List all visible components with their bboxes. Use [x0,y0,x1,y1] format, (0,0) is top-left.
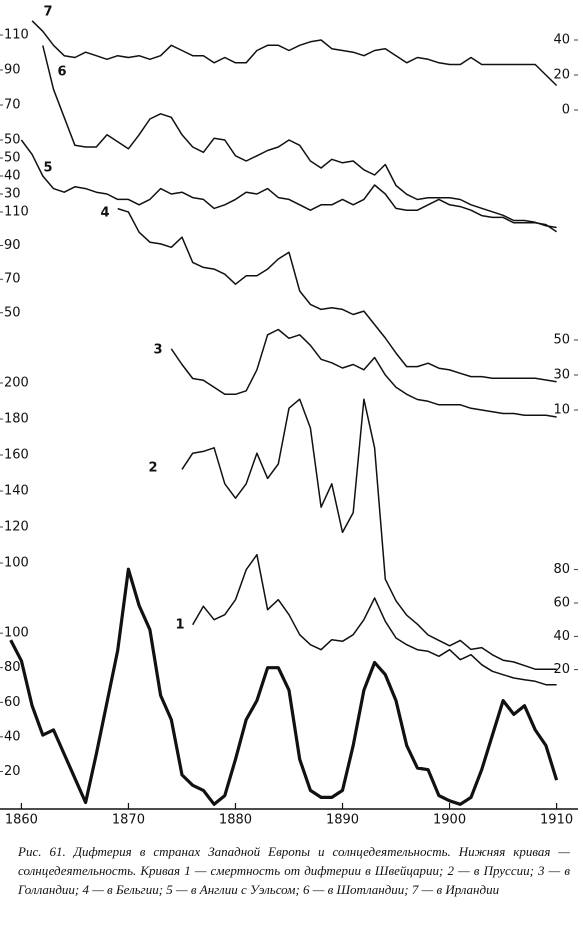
y-tick-label: 70 [4,98,21,113]
y-tick-label: 20 [553,68,570,83]
x-tick-label: 1900 [433,813,466,828]
y-tick-label: 40 [4,169,21,184]
x-tick-label: 1870 [112,813,145,828]
line-series [192,553,557,686]
line-series [31,20,558,87]
y-tick-label: 40 [4,729,21,744]
y-tick-label: 20 [4,764,21,779]
y-tick-label: 0 [562,103,570,118]
y-tick-label: 20 [553,662,570,677]
line-series [117,207,557,383]
y-tick-label: 10 [553,403,570,418]
y-tick-label: 110 [4,28,29,43]
y-tick-label: 80 [4,660,21,675]
curve-label: 5 [43,161,52,176]
y-tick-label: 50 [4,133,21,148]
y-tick-label: 90 [4,238,21,253]
x-tick-label: 1860 [5,813,38,828]
y-tick-label: 90 [4,63,21,78]
y-tick-label: 30 [553,368,570,383]
x-tick-label: 1890 [326,813,359,828]
y-tick-label: 140 [4,484,29,499]
y-tick-label: 160 [4,448,29,463]
line-series [9,567,559,806]
y-tick-label: 60 [4,695,21,710]
line-series [42,45,557,229]
curve-label: 4 [100,206,109,221]
y-tick-label: 40 [553,629,570,644]
curve-label: 6 [57,65,66,80]
y-tick-label: 100 [4,556,29,571]
y-tick-label: 70 [4,272,21,287]
line-series [181,398,557,670]
y-tick-label: 40 [553,33,570,48]
curve-label: 2 [148,461,157,476]
x-tick-label: 1910 [540,813,573,828]
y-tick-label: 110 [4,205,29,220]
y-tick-label: 50 [4,151,21,166]
y-tick-label: 120 [4,520,29,535]
y-tick-label: 100 [4,626,29,641]
y-tick-label: 50 [553,333,570,348]
line-series [20,139,558,233]
y-tick-label: 50 [4,305,21,320]
y-tick-label: 180 [4,412,29,427]
curve-label: 3 [153,343,162,358]
caption: Рис. 61. Дифтерия в странах Западной Евр… [18,844,570,897]
curve-label: 1 [175,618,184,633]
y-tick-label: 200 [4,376,29,391]
y-tick-label: 30 [4,187,21,202]
curve-label: 7 [43,5,52,20]
y-tick-label: 60 [553,596,570,611]
x-tick-label: 1880 [219,813,252,828]
y-tick-label: 80 [553,562,570,577]
line-series [170,328,557,418]
chart: 0 20 40 7 50 70 90 110 6 30 40 50 5 50 70 90 110 4 10 30 50 3… [0,5,578,828]
